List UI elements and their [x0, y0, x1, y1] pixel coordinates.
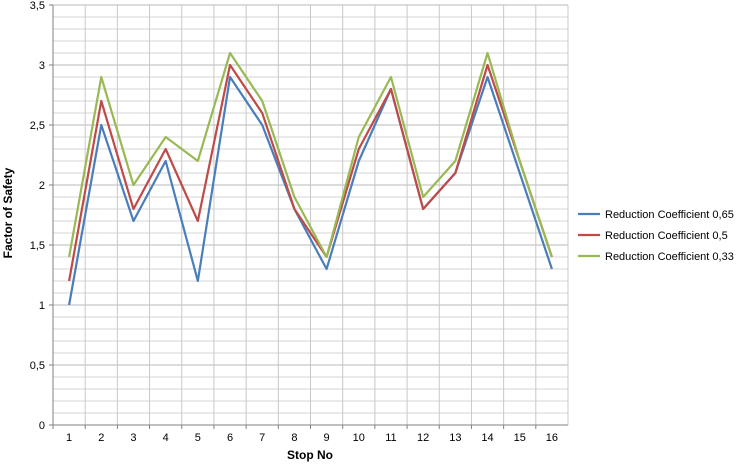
y-tick-label: 0 — [39, 420, 45, 432]
y-tick-label: 1,5 — [30, 240, 45, 252]
x-tick-label: 2 — [98, 432, 104, 444]
y-axis-title: Factor of Safety — [1, 167, 15, 258]
legend-label-1: Reduction Coefficient 0,65 — [605, 209, 734, 221]
legend-label-2: Reduction Coefficient 0,5 — [605, 230, 728, 242]
x-tick-label: 15 — [514, 432, 526, 444]
x-tick-label: 4 — [163, 432, 169, 444]
x-tick-label: 11 — [385, 432, 396, 444]
x-tick-label: 7 — [259, 432, 265, 444]
chart-legend: Reduction Coefficient 0,65 Reduction Coef… — [578, 209, 734, 263]
series-lines — [68, 51, 553, 306]
x-tick-label: 6 — [227, 432, 233, 444]
x-tick-label: 8 — [291, 432, 297, 444]
legend-label-3: Reduction Coefficient 0,33 — [605, 251, 734, 263]
series-line-3 — [68, 51, 553, 259]
y-tick-label: 1 — [39, 300, 45, 312]
y-tick-label: 2,5 — [30, 120, 45, 132]
x-tick-label: 3 — [130, 432, 136, 444]
series-line-2 — [68, 63, 553, 282]
y-axis-ticks: 0 0,5 1 1,5 2 2,5 3 3,5 — [30, 0, 53, 432]
y-tick-label: 2 — [39, 180, 45, 192]
x-tick-label: 9 — [324, 432, 330, 444]
x-tick-label: 1 — [66, 432, 72, 444]
x-tick-label: 10 — [353, 432, 365, 444]
x-tick-label: 16 — [546, 432, 558, 444]
y-tick-label: 3,5 — [30, 0, 45, 12]
series-line-1 — [68, 75, 553, 306]
y-tick-label: 3 — [39, 60, 45, 72]
x-axis-title: Stop No — [287, 448, 333, 462]
x-axis-ticks: 1 2 3 4 5 6 7 8 9 10 11 12 13 14 15 16 — [52, 425, 558, 444]
x-tick-label: 14 — [481, 432, 493, 444]
y-tick-label: 0,5 — [30, 360, 45, 372]
x-tick-label: 12 — [417, 432, 429, 444]
chart-grid — [53, 4, 569, 425]
x-tick-label: 13 — [449, 432, 461, 444]
x-tick-label: 5 — [195, 432, 201, 444]
